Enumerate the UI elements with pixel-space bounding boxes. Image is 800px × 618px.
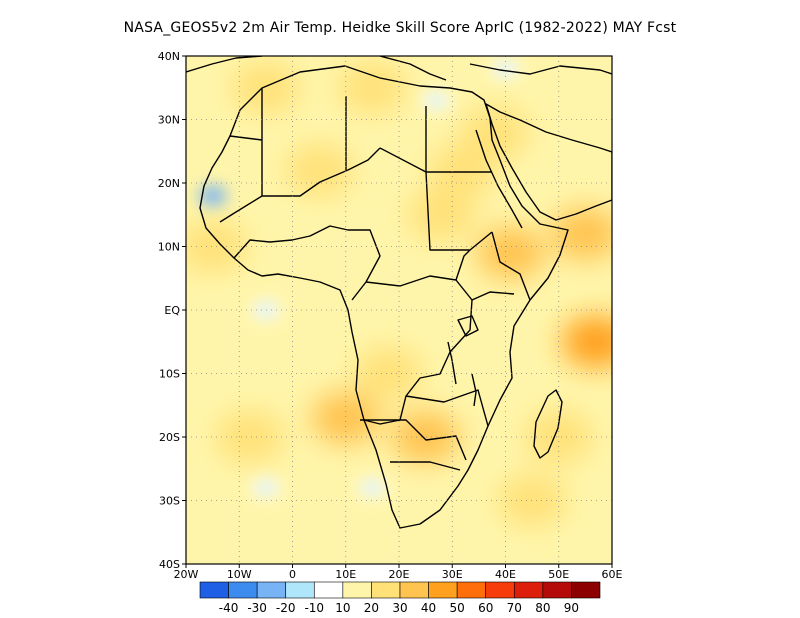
skill-patch (338, 61, 407, 114)
country-border-sahara-west (219, 88, 381, 223)
lat-tick-label: 30S (159, 495, 180, 508)
country-border-sahara-east (345, 96, 493, 251)
africa-coastline (199, 65, 569, 529)
colorbar-label: 40 (421, 601, 436, 615)
lon-tick-label: 50E (548, 568, 569, 581)
lat-tick-label: 40S (159, 558, 180, 571)
colorbar-label: 30 (392, 601, 407, 615)
skill-patch (354, 347, 423, 400)
colorbar-swatch (456, 581, 487, 599)
skill-patch (285, 144, 354, 197)
colorbar-swatch (513, 581, 544, 599)
arabia-coastline (485, 103, 612, 221)
colorbar-swatch (428, 581, 458, 599)
lat-tick-label: EQ (164, 304, 180, 317)
negative-skill-spot (258, 482, 273, 493)
country-border-west-africa (233, 225, 381, 301)
country-border-south (360, 389, 489, 471)
colorbar-label: 90 (564, 601, 579, 615)
lat-tick-label: 10N (158, 241, 180, 254)
negative-skill-spot (258, 305, 273, 315)
lon-tick-label: 0 (289, 568, 296, 581)
latitude-axis: 40N 30N 20N 10N EQ 10S 20S 30S 40S (158, 50, 186, 571)
skill-patch (562, 315, 612, 368)
skill-patch (215, 411, 284, 463)
madagascar-coastline (533, 389, 563, 459)
plot-area (186, 56, 612, 564)
lon-tick-label: 30E (442, 568, 463, 581)
lake-victoria (457, 315, 479, 337)
colorbar-label: -20 (276, 601, 296, 615)
skill-patch (428, 144, 497, 197)
skill-patch (498, 474, 567, 527)
colorbar-label: 70 (507, 601, 522, 615)
skill-patch (231, 61, 300, 114)
negative-skill-spot (429, 95, 444, 106)
colorbar-label: 10 (335, 601, 350, 615)
lat-tick-label: 40N (158, 50, 180, 63)
colorbar-label: 80 (535, 601, 550, 615)
skill-field-spots (198, 58, 520, 498)
colorbar: -40 -30 -20 -10 10 20 30 40 50 60 70 80 90 (199, 581, 601, 615)
map-title: NASA_GEOS5v2 2m Air Temp. Heidke Skill S… (123, 20, 677, 36)
colorbar-swatch (371, 581, 401, 599)
lon-tick-label: 40E (495, 568, 516, 581)
colorbar-label: -40 (219, 601, 239, 615)
lat-tick-label: 20N (158, 177, 180, 190)
skill-patch (311, 391, 380, 444)
skill-patch (407, 188, 476, 241)
red-sea-shore (475, 129, 523, 229)
lake-malawi (471, 373, 477, 407)
colorbar-swatch (256, 581, 287, 599)
colorbar-swatch (485, 581, 515, 599)
colorbar-swatch (228, 581, 258, 599)
colorbar-swatch (399, 581, 429, 599)
colorbar-label: 20 (364, 601, 379, 615)
lon-tick-label: 10W (227, 568, 252, 581)
lon-tick-label: 60E (602, 568, 623, 581)
lon-tick-label: 20E (389, 568, 410, 581)
colorbar-swatch (313, 581, 344, 599)
negative-skill-spot (498, 63, 513, 74)
lat-tick-label: 20S (159, 431, 180, 444)
colorbar-label: 60 (478, 601, 493, 615)
europe-coastline (186, 56, 612, 81)
colorbar-swatch (571, 581, 601, 599)
colorbar-swatch (199, 581, 229, 599)
negative-skill-spot (365, 482, 380, 493)
skill-patch (391, 411, 460, 463)
negative-skill-spot (205, 190, 220, 201)
lat-tick-label: 30N (158, 114, 180, 127)
country-border-east (455, 231, 531, 301)
colorbar-label: -30 (247, 601, 267, 615)
lon-tick-label: 20W (174, 568, 199, 581)
lat-tick-label: 10S (159, 368, 180, 381)
skill-patch (476, 226, 545, 279)
colorbar-label: -10 (304, 601, 324, 615)
longitude-axis: 20W 10W 0 10E 20E 30E 40E 50E 60E (174, 564, 623, 581)
lake-tanganyika (447, 341, 457, 385)
colorbar-swatch (542, 581, 572, 599)
map-gridlines (186, 56, 612, 564)
colorbar-swatch (342, 581, 372, 599)
lon-tick-label: 10E (335, 568, 356, 581)
colorbar-label: 50 (450, 601, 465, 615)
colorbar-swatch (285, 581, 315, 599)
coastline-and-borders (186, 56, 612, 529)
